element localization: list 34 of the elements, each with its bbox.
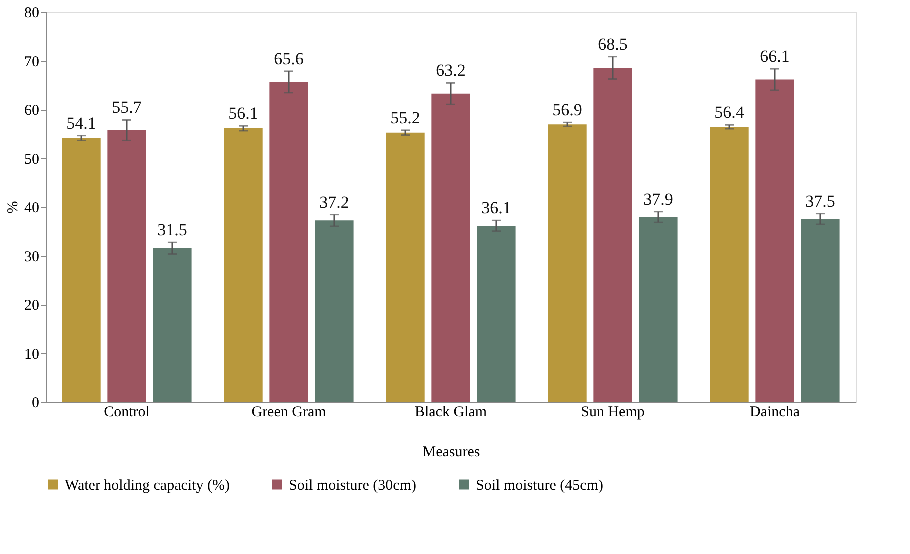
data-label: 55.7: [112, 98, 142, 118]
data-label: 65.6: [274, 49, 304, 68]
x-tick-label: Daincha: [750, 404, 800, 420]
y-tick-label: 70: [24, 54, 40, 70]
data-label: 37.2: [320, 192, 350, 212]
data-label: 56.9: [552, 100, 582, 120]
y-tick-label: 10: [24, 346, 40, 363]
y-tick-label: 50: [24, 152, 40, 168]
data-label: 56.1: [228, 104, 258, 124]
data-label: 36.1: [482, 198, 512, 218]
y-tick-label: 80: [24, 6, 40, 22]
data-label: 68.5: [598, 34, 628, 54]
y-tick-label: 30: [24, 249, 40, 266]
data-label: 31.5: [158, 220, 188, 240]
data-label: 37.9: [644, 190, 674, 209]
legend-label: Soil moisture (30cm): [289, 478, 416, 494]
x-tick-label: Control: [104, 404, 150, 420]
x-tick-label: Black Glam: [414, 404, 488, 420]
data-label: 66.1: [760, 47, 790, 66]
data-label: 55.2: [390, 108, 420, 128]
data-label: 37.5: [806, 192, 836, 211]
y-tick-label: 20: [24, 298, 40, 314]
legend-label: Water holding capacity (%): [65, 478, 230, 494]
data-label: 54.1: [66, 114, 96, 133]
data-label: 56.4: [714, 103, 745, 122]
x-tick-label: Green Gram: [252, 404, 327, 420]
y-tick-label: 40: [24, 200, 40, 216]
data-label: 63.2: [436, 61, 466, 80]
x-tick-label: Sun Hemp: [581, 404, 645, 420]
x-axis-title: Measures: [422, 444, 480, 460]
y-tick-label: 60: [24, 103, 40, 119]
legend-label: Soil moisture (45cm): [476, 478, 604, 494]
y-tick-label: 0: [32, 396, 40, 412]
y-axis-title: %: [6, 201, 22, 214]
